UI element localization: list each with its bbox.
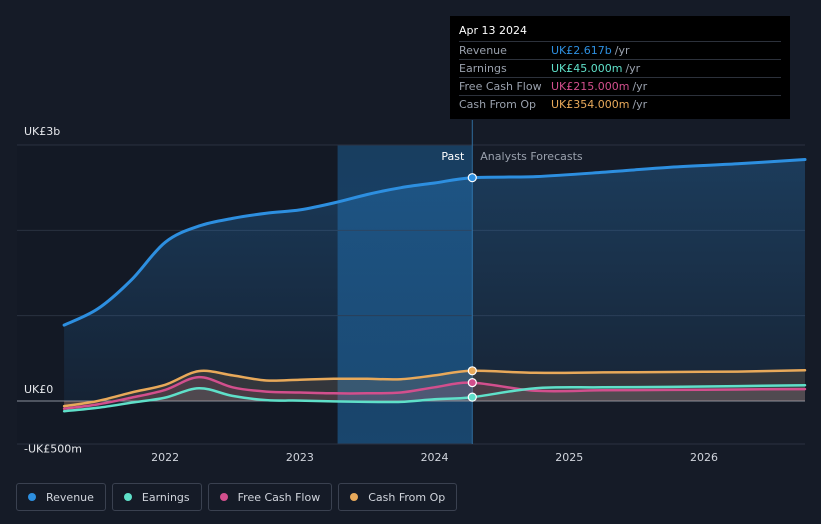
tooltip-value: UK£215.000m — [551, 80, 630, 93]
legend-item-cash-from-op[interactable]: Cash From Op — [338, 483, 458, 511]
legend-dot-icon — [123, 493, 132, 501]
tooltip: Apr 13 2024 Revenue UK£2.617b /yr Earnin… — [450, 16, 790, 119]
tooltip-label: Cash From Op — [459, 98, 537, 111]
tooltip-row-free-cash-flow: Free Cash Flow UK£215.000m /yr — [459, 77, 781, 95]
tooltip-label: Revenue — [459, 44, 507, 57]
x-tick-label: 2023 — [286, 451, 314, 464]
legend-label: Revenue — [46, 490, 94, 504]
x-tick-label: 2022 — [151, 451, 179, 464]
legend: Revenue Earnings Free Cash Flow Cash Fro… — [16, 483, 458, 511]
series-area-revenue — [64, 159, 806, 401]
legend-dot-icon — [350, 493, 359, 501]
tooltip-date: Apr 13 2024 — [459, 24, 528, 37]
tooltip-unit: /yr — [614, 44, 630, 57]
point-earnings — [467, 392, 477, 402]
legend-label: Earnings — [141, 490, 190, 504]
legend-item-revenue[interactable]: Revenue — [16, 483, 106, 511]
y-axis-label: UK£0 — [24, 383, 53, 396]
legend-item-free-cash-flow[interactable]: Free Cash Flow — [207, 483, 333, 511]
series-line-free-cash-flow — [62, 375, 807, 410]
series-area-free-cash-flow — [64, 377, 806, 409]
tooltip-unit: /yr — [625, 62, 641, 75]
tooltip-value: UK£2.617b — [551, 44, 612, 57]
tooltip-label: Earnings — [459, 62, 507, 75]
legend-item-earnings[interactable]: Earnings — [111, 483, 202, 511]
legend-label: Cash From Op — [368, 490, 446, 504]
tooltip-value: UK£354.000m — [551, 98, 630, 111]
past-label: Past — [441, 150, 465, 163]
series-area-earnings — [64, 385, 806, 412]
x-tick-label: 2025 — [555, 451, 583, 464]
tooltip-row-cash-from-op: Cash From Op UK£354.000m /yr — [459, 95, 781, 113]
y-axis-label: -UK£500m — [24, 443, 82, 456]
series-line-earnings — [62, 383, 807, 413]
legend-dot-icon — [28, 493, 36, 501]
point-free-cash-flow — [467, 378, 477, 388]
tooltip-row-earnings: Earnings UK£45.000m /yr — [459, 59, 781, 77]
y-axis-label: UK£3b — [24, 125, 60, 138]
legend-label: Free Cash Flow — [237, 490, 321, 504]
tooltip-row-revenue: Revenue UK£2.617b /yr — [459, 41, 781, 59]
tooltip-label: Free Cash Flow — [459, 80, 542, 93]
series-line-cash-from-op — [62, 369, 807, 408]
x-tick-label: 2026 — [690, 451, 718, 464]
tooltip-unit: /yr — [632, 98, 648, 111]
tooltip-unit: /yr — [632, 80, 648, 93]
forecast-label: Analysts Forecasts — [480, 150, 583, 163]
point-cash-from-op — [467, 366, 477, 376]
legend-dot-icon — [219, 493, 228, 501]
series-line-revenue — [62, 158, 807, 327]
x-tick-label: 2024 — [421, 451, 449, 464]
point-revenue — [467, 173, 477, 183]
tooltip-value: UK£45.000m — [551, 62, 623, 75]
